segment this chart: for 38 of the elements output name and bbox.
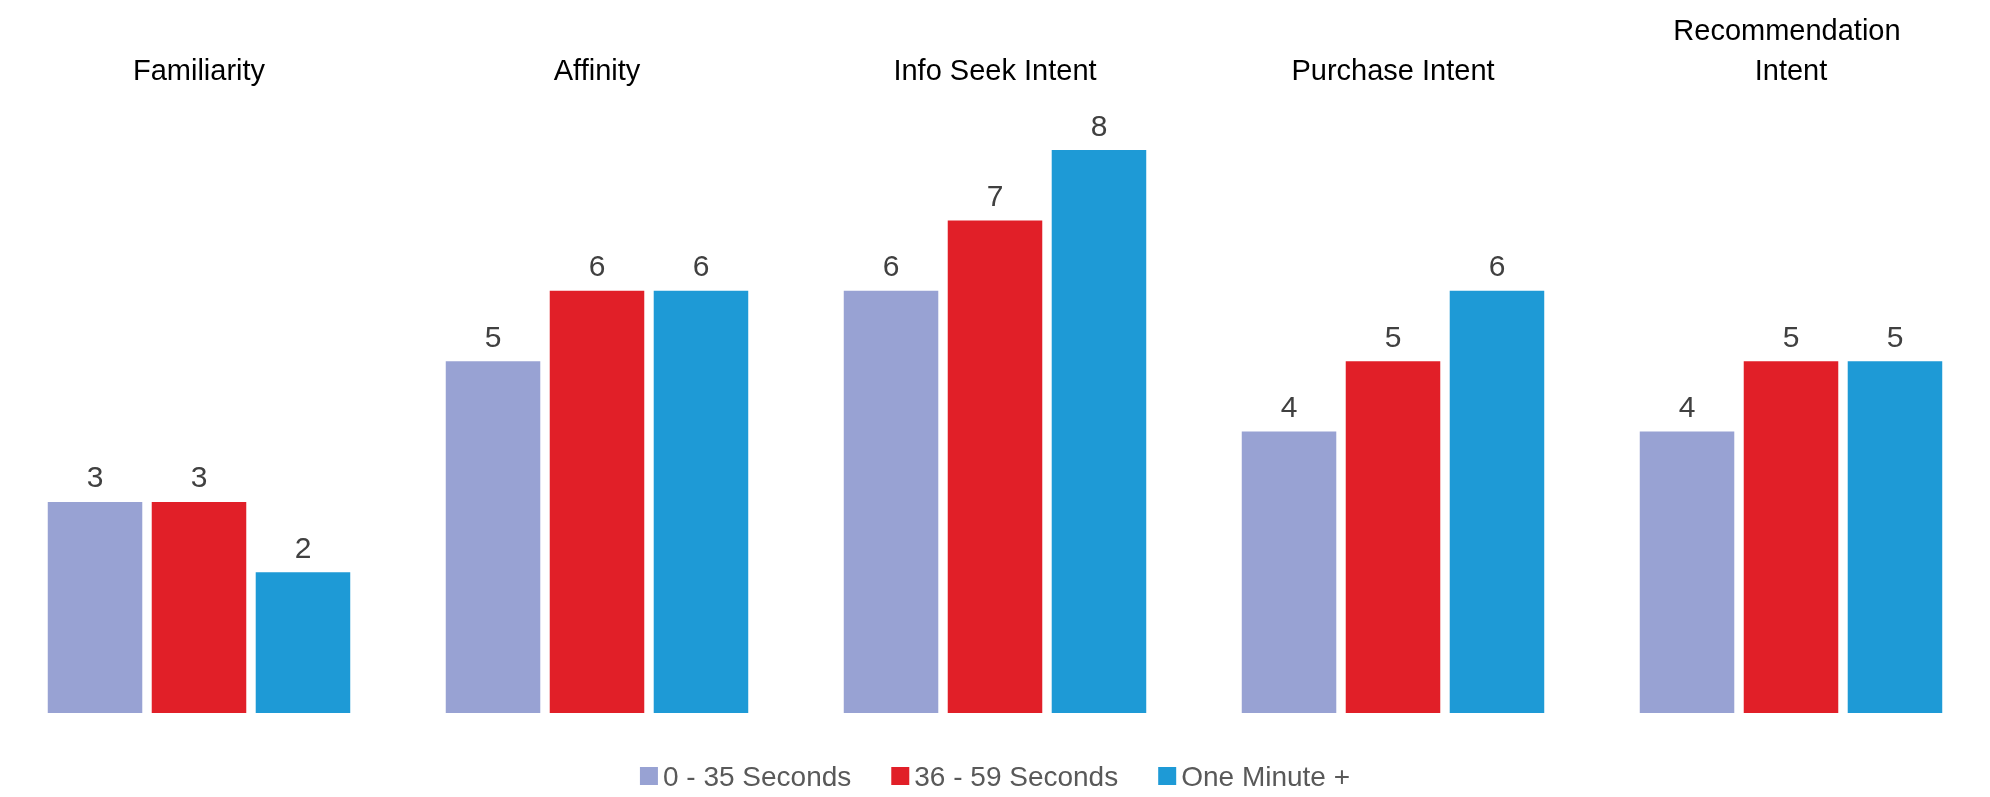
bar	[653, 290, 749, 713]
x-tick-label: Info Seek Intent	[893, 54, 1097, 86]
bar	[47, 501, 143, 713]
data-label: 4	[1280, 390, 1298, 423]
bar	[151, 501, 247, 713]
data-label: 5	[1782, 319, 1800, 353]
data-label: 6	[1488, 249, 1506, 283]
data-label: 4	[1678, 390, 1696, 423]
data-label: 6	[882, 249, 900, 283]
bar	[549, 290, 645, 713]
data-label: 6	[588, 249, 606, 283]
bar	[1241, 431, 1337, 713]
bar	[255, 572, 351, 713]
bar	[1847, 361, 1943, 713]
bar	[947, 220, 1043, 713]
data-label: 3	[86, 460, 104, 494]
bar	[1639, 431, 1735, 713]
bar	[445, 361, 541, 713]
legend-label: One Minute +	[1181, 760, 1351, 792]
bar	[1449, 290, 1545, 713]
data-label: 5	[1886, 319, 1904, 353]
data-label: 8	[1090, 108, 1108, 142]
data-label: 6	[692, 249, 710, 283]
x-tick-label: Purchase Intent	[1291, 54, 1495, 86]
data-label: 2	[294, 530, 312, 564]
x-tick-label: Recommendation Intent	[1673, 14, 1909, 86]
data-label: 5	[1384, 319, 1402, 353]
x-tick-label: Affinity	[553, 54, 641, 86]
legend-label: 36 - 59 Seconds	[914, 760, 1119, 792]
bar	[1051, 150, 1147, 713]
legend-label: 0 - 35 Seconds	[662, 760, 852, 792]
x-tick-label: Familiarity	[132, 54, 266, 86]
data-label: 7	[986, 178, 1004, 212]
bar	[843, 290, 939, 713]
bar	[1345, 361, 1441, 713]
bar	[1743, 361, 1839, 713]
data-label: 3	[190, 460, 208, 494]
data-label: 5	[484, 319, 502, 353]
